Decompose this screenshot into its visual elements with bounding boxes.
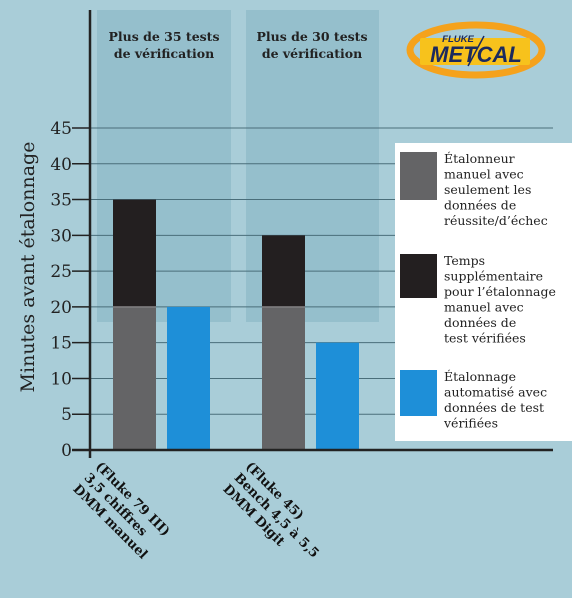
logo-metcal-text: METCAL xyxy=(430,42,522,67)
y-tick-label-40: 40 xyxy=(50,155,72,175)
legend-label-3: Étalonnage automatisé avec données de test… xyxy=(443,369,547,431)
bar-group2-cat1-series2 xyxy=(262,235,305,307)
y-tick-label-0: 0 xyxy=(61,441,72,461)
logo-slash xyxy=(467,35,485,67)
logo-ring xyxy=(406,21,546,79)
group-header-1: Plus de 35 tests de vérification xyxy=(109,29,220,61)
y-tick-label-5: 5 xyxy=(61,405,72,425)
y-tick-label-15: 15 xyxy=(50,334,72,354)
legend-label-1: Étalonneur manuel avec seulement les donnée… xyxy=(444,151,548,228)
y-tick-label-10: 10 xyxy=(50,369,72,389)
bar-group2-cat1-series1 xyxy=(262,306,305,450)
logo-fluke-text: FLUKE xyxy=(442,34,474,45)
bar-group2-cat2-series3 xyxy=(316,342,359,450)
bar-group1-cat2-series3 xyxy=(167,306,210,450)
legend-label-2: Temps supplémentaire pour l’étalonnage manu… xyxy=(444,253,556,346)
y-tick-label-30: 30 xyxy=(50,226,72,246)
legend-swatch-1 xyxy=(400,152,437,200)
bar-group1-cat1-series1 xyxy=(113,306,156,450)
y-tick-label-25: 25 xyxy=(50,262,72,282)
legend-swatch-2 xyxy=(400,254,437,298)
y-tick-label-35: 35 xyxy=(50,191,72,211)
group-header-2: Plus de 30 tests de vérification xyxy=(257,29,368,61)
legend-swatch-3 xyxy=(400,370,437,416)
y-tick-label-45: 45 xyxy=(50,119,72,139)
y-axis-label: Minutes avant étalonnage xyxy=(17,142,39,393)
bar-group1-cat1-series2 xyxy=(113,199,156,307)
y-tick-label-20: 20 xyxy=(50,298,72,318)
